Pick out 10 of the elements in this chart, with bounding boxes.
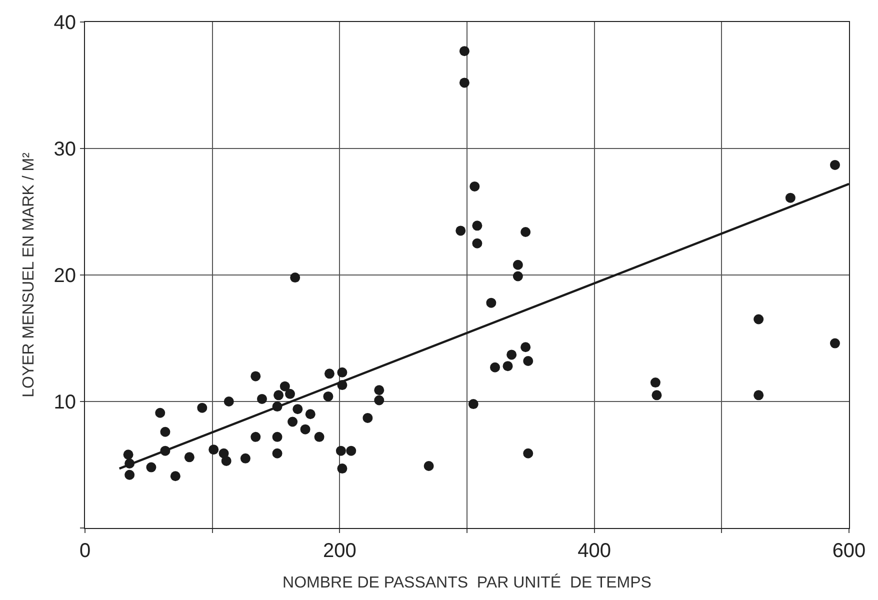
y-tick-label: 30 <box>54 138 76 160</box>
x-tick-label: 400 <box>578 540 612 562</box>
y-tick-label: 20 <box>54 265 76 287</box>
x-tick-label: 0 <box>79 540 91 562</box>
x-axis-title: NOMBRE DE PASSANTS PAR UNITÉ DE TEMPS <box>282 574 652 592</box>
x-tick-label: 200 <box>322 540 356 562</box>
y-tick-label: 10 <box>54 392 76 414</box>
x-tick-label: 600 <box>832 540 866 562</box>
y-axis-title: LOYER MENSUEL EN MARK / M² <box>20 152 38 398</box>
y-tick-label: 40 <box>54 12 76 34</box>
